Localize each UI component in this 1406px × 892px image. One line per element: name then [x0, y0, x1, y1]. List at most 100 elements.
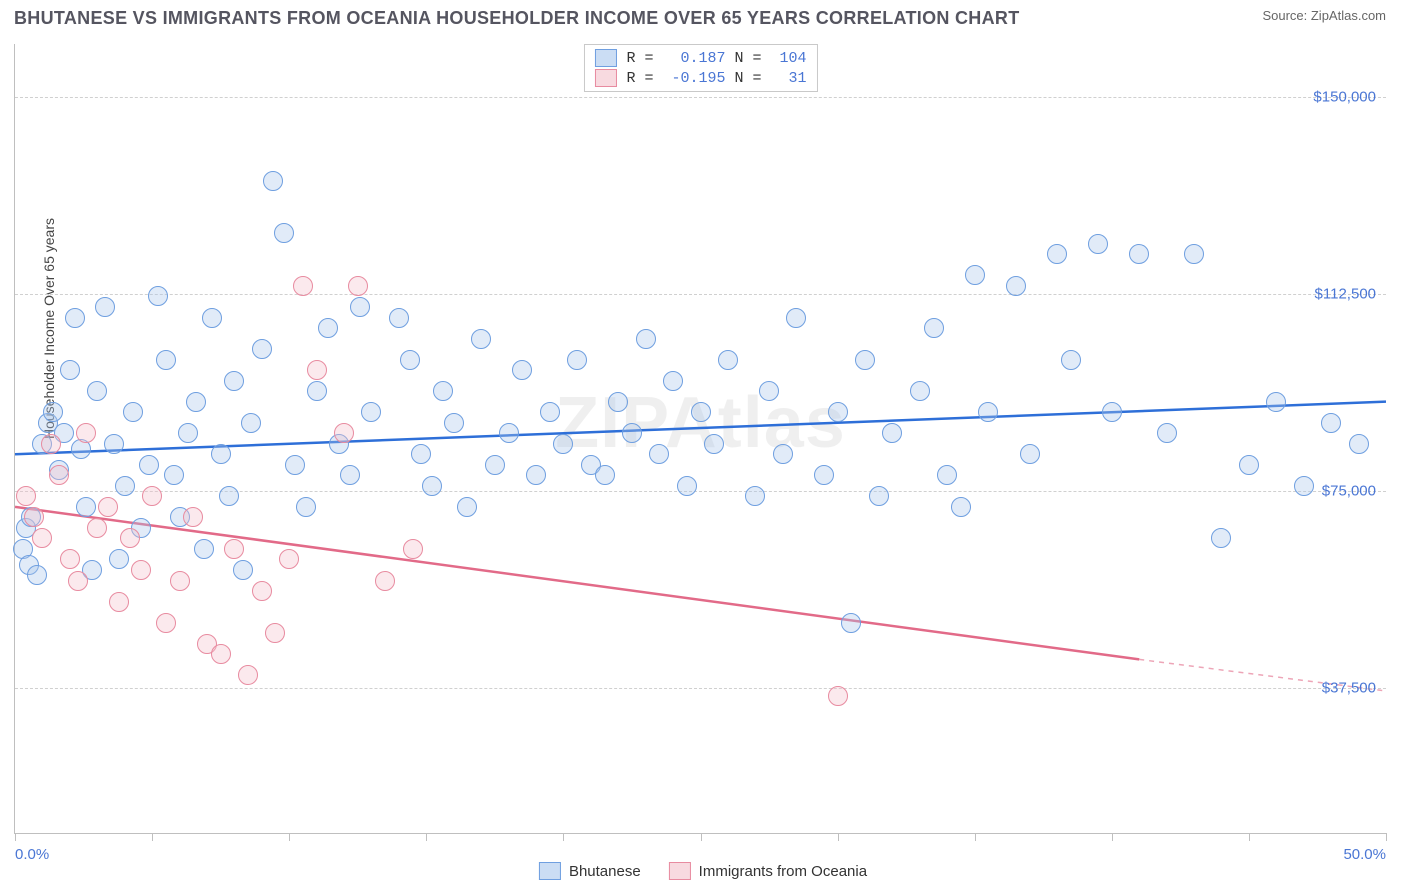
data-point	[828, 402, 848, 422]
x-tick	[1112, 833, 1113, 841]
data-point	[307, 381, 327, 401]
source-label: Source: ZipAtlas.com	[1262, 8, 1386, 23]
data-point	[444, 413, 464, 433]
data-point	[156, 613, 176, 633]
data-point	[211, 444, 231, 464]
data-point	[855, 350, 875, 370]
data-point	[499, 423, 519, 443]
data-point	[49, 465, 69, 485]
data-point	[1020, 444, 1040, 464]
plot-area: Householder Income Over 65 years ZIPAtla…	[14, 44, 1386, 834]
data-point	[334, 423, 354, 443]
data-point	[202, 308, 222, 328]
data-point	[411, 444, 431, 464]
data-point	[773, 444, 793, 464]
data-point	[1157, 423, 1177, 443]
data-point	[41, 434, 61, 454]
data-point	[265, 623, 285, 643]
data-point	[595, 465, 615, 485]
data-point	[109, 549, 129, 569]
data-point	[307, 360, 327, 380]
data-point	[1349, 434, 1369, 454]
data-point	[677, 476, 697, 496]
data-point	[139, 455, 159, 475]
data-point	[841, 613, 861, 633]
data-point	[937, 465, 957, 485]
data-point	[224, 539, 244, 559]
data-point	[32, 528, 52, 548]
series-legend-label: Immigrants from Oceania	[699, 863, 867, 880]
x-tick	[838, 833, 839, 841]
data-point	[663, 371, 683, 391]
data-point	[115, 476, 135, 496]
data-point	[1321, 413, 1341, 433]
data-point	[1047, 244, 1067, 264]
data-point	[718, 350, 738, 370]
data-point	[1129, 244, 1149, 264]
data-point	[219, 486, 239, 506]
data-point	[65, 308, 85, 328]
data-point	[170, 571, 190, 591]
data-point	[457, 497, 477, 517]
data-point	[1184, 244, 1204, 264]
data-point	[540, 402, 560, 422]
data-point	[164, 465, 184, 485]
x-tick	[1386, 833, 1387, 841]
data-point	[910, 381, 930, 401]
data-point	[318, 318, 338, 338]
y-tick-label: $112,500	[1315, 285, 1376, 302]
data-point	[649, 444, 669, 464]
data-point	[104, 434, 124, 454]
data-point	[1102, 402, 1122, 422]
x-tick	[289, 833, 290, 841]
data-point	[340, 465, 360, 485]
data-point	[293, 276, 313, 296]
data-point	[123, 402, 143, 422]
data-point	[274, 223, 294, 243]
data-point	[471, 329, 491, 349]
data-point	[263, 171, 283, 191]
data-point	[252, 339, 272, 359]
data-point	[567, 350, 587, 370]
data-point	[60, 360, 80, 380]
data-point	[1088, 234, 1108, 254]
y-tick-label: $37,500	[1322, 680, 1376, 697]
series-legend: Bhutanese Immigrants from Oceania	[539, 862, 867, 880]
data-point	[400, 350, 420, 370]
data-point	[814, 465, 834, 485]
data-point	[142, 486, 162, 506]
data-point	[608, 392, 628, 412]
stats-legend-text: R = -0.195 N = 31	[626, 70, 806, 87]
data-point	[1294, 476, 1314, 496]
data-point	[279, 549, 299, 569]
y-tick-label: $150,000	[1313, 88, 1376, 105]
legend-swatch	[539, 862, 561, 880]
data-point	[183, 507, 203, 527]
data-point	[60, 549, 80, 569]
data-point	[211, 644, 231, 664]
data-point	[965, 265, 985, 285]
data-point	[526, 465, 546, 485]
data-point	[224, 371, 244, 391]
series-legend-item: Bhutanese	[539, 862, 641, 880]
data-point	[241, 413, 261, 433]
series-legend-label: Bhutanese	[569, 863, 641, 880]
series-legend-item: Immigrants from Oceania	[669, 862, 867, 880]
data-point	[704, 434, 724, 454]
data-point	[285, 455, 305, 475]
x-tick	[15, 833, 16, 841]
data-point	[1239, 455, 1259, 475]
data-point	[422, 476, 442, 496]
stats-legend-row: R = -0.195 N = 31	[594, 69, 806, 87]
data-point	[869, 486, 889, 506]
data-point	[76, 497, 96, 517]
data-point	[186, 392, 206, 412]
header-row: BHUTANESE VS IMMIGRANTS FROM OCEANIA HOU…	[0, 0, 1406, 33]
data-point	[95, 297, 115, 317]
data-point	[1061, 350, 1081, 370]
data-point	[433, 381, 453, 401]
data-point	[691, 402, 711, 422]
data-point	[1211, 528, 1231, 548]
gridline	[15, 294, 1386, 295]
chart-title: BHUTANESE VS IMMIGRANTS FROM OCEANIA HOU…	[14, 8, 1020, 29]
